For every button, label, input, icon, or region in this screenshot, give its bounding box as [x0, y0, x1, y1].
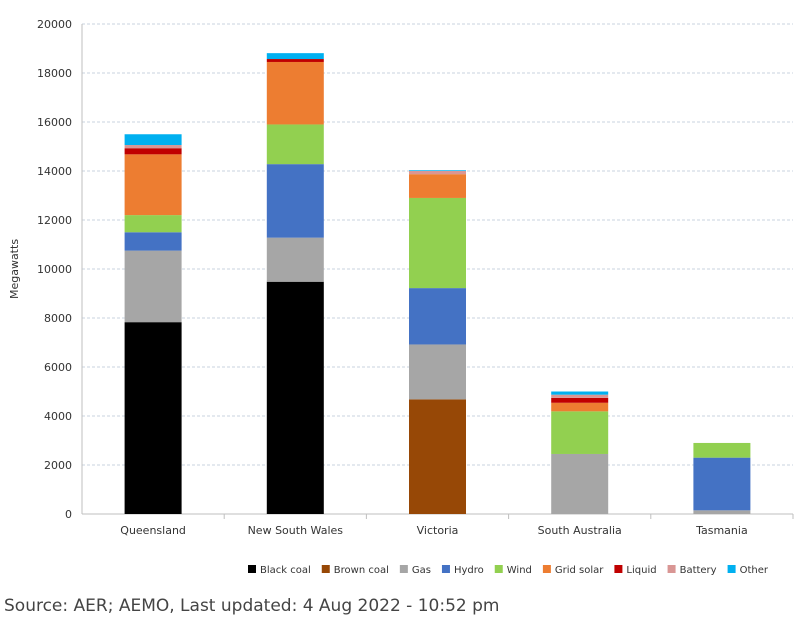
bar-segment-wind [124, 215, 182, 233]
x-tick-label: Queensland [120, 524, 186, 537]
x-tick-label: Tasmania [695, 524, 748, 537]
bar-segment-brown-coal [409, 399, 466, 514]
y-tick-label: 18000 [37, 67, 72, 80]
bar-segment-gas [551, 453, 609, 514]
bar-segment-battery [124, 145, 182, 149]
chart-container: 0 2000 4000 6000 8000 10000 12000 14000 16000 180… [8, 18, 794, 576]
legend-label: Battery [680, 565, 717, 576]
legend-label: Other [740, 565, 769, 576]
legend-item: Battery [667, 565, 717, 576]
bar-segment-battery [409, 171, 466, 175]
x-tick-label: South Australia [538, 524, 622, 537]
legend-label: Black coal [260, 565, 311, 576]
legend-swatch [494, 565, 503, 573]
y-tick-label: 8000 [44, 312, 72, 325]
bar-segment-other [409, 170, 466, 171]
y-tick-label: 10000 [37, 263, 72, 276]
legend-swatch [399, 565, 408, 573]
bar-segment-black-coal [124, 322, 182, 514]
bar-segment-gas [266, 237, 324, 282]
legend-swatch [542, 565, 551, 573]
bar-segment-gas [693, 510, 751, 514]
bar-segment-hydro [266, 164, 324, 238]
bar-segment-other [124, 134, 182, 146]
bar-segment-hydro [124, 232, 182, 251]
bar-segment-hydro [409, 288, 466, 345]
bar-segment-gas [409, 344, 466, 400]
y-tick-label: 14000 [37, 165, 72, 178]
legend-item: Wind [494, 565, 532, 576]
legend-item: Other [727, 565, 769, 576]
bar-segment-liquid [124, 148, 182, 155]
legend-swatch [667, 565, 676, 573]
x-tick-label: New South Wales [248, 524, 344, 537]
y-axis-title: Megawatts [8, 239, 21, 299]
x-tick-label: Victoria [417, 524, 459, 537]
legend-label: Gas [412, 565, 431, 576]
legend-label: Hydro [454, 565, 484, 576]
legend-label: Liquid [626, 565, 656, 576]
bar-segment-other [266, 53, 324, 60]
bar-segment-liquid [551, 397, 609, 403]
y-tick-label: 2000 [44, 459, 72, 472]
bar-segment-wind [266, 124, 324, 165]
y-tick-label: 0 [65, 508, 72, 521]
y-tick-label: 6000 [44, 361, 72, 374]
legend-swatch [727, 565, 736, 573]
y-tick-label: 16000 [37, 116, 72, 129]
legend-swatch [614, 565, 623, 573]
bar-segment-grid-solar [124, 154, 182, 216]
bar-segment-gas [124, 250, 182, 323]
legend-item: Hydro [441, 565, 484, 576]
bar-segment-hydro [693, 457, 751, 511]
bar-segment-battery [551, 394, 609, 398]
legend-item: Gas [399, 565, 431, 576]
legend-item: Grid solar [542, 565, 604, 576]
bar-segment-grid-solar [409, 174, 466, 198]
legend-item: Brown coal [321, 565, 389, 576]
legend-swatch [441, 565, 450, 573]
legend-label: Brown coal [334, 565, 389, 576]
y-tick-label: 4000 [44, 410, 72, 423]
bar-segment-grid-solar [266, 61, 324, 125]
legend-item: Black coal [248, 565, 311, 576]
y-tick-label: 20000 [37, 18, 72, 31]
bar-segment-wind [551, 411, 609, 454]
legend-label: Grid solar [555, 565, 604, 576]
legend-item: Liquid [614, 565, 657, 576]
bar-segment-liquid [266, 59, 324, 62]
legend-swatch [248, 565, 256, 573]
y-tick-label: 12000 [37, 214, 72, 227]
source-note: Source: AER; AEMO, Last updated: 4 Aug 2… [4, 596, 500, 616]
bar-segment-wind [693, 442, 751, 458]
bar-segment-grid-solar [551, 402, 609, 412]
legend-label: Wind [507, 565, 532, 576]
stacked-bar-chart: 0 2000 4000 6000 8000 10000 12000 14000 16000 180… [8, 18, 794, 576]
bar-segment-other [551, 391, 609, 395]
legend-swatch [321, 565, 330, 573]
bar-segment-black-coal [266, 281, 324, 514]
bar-segment-wind [409, 197, 466, 289]
